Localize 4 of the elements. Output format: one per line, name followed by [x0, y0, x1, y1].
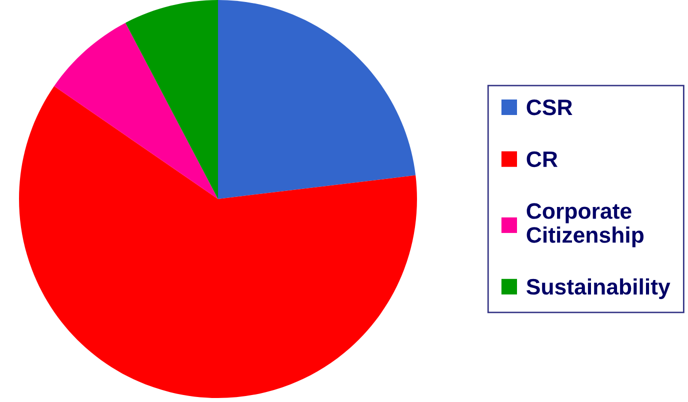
legend-label: Sustainability	[526, 278, 670, 300]
legend-label: Corporate Citizenship	[526, 203, 644, 248]
legend-label: CSR	[526, 100, 572, 116]
legend-label: CR	[526, 151, 558, 168]
